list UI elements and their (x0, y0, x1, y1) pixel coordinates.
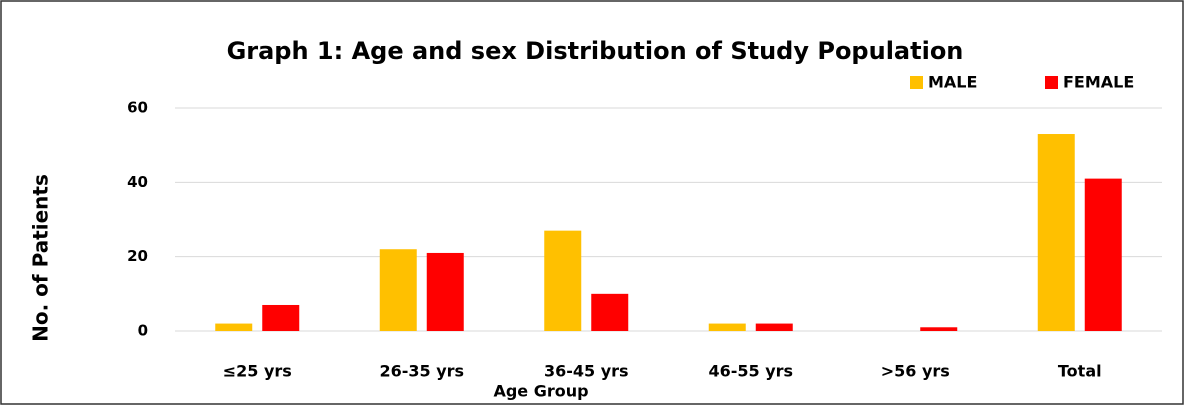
bar (1084, 178, 1122, 331)
legend-label: MALE (928, 73, 977, 92)
bar (591, 293, 629, 331)
x-tick-label: >56 yrs (881, 362, 950, 381)
y-tick-label: 20 (127, 247, 148, 265)
bar (708, 323, 746, 331)
y-tick-label: 60 (127, 99, 148, 117)
bar (544, 230, 582, 331)
y-tick-label: 0 (138, 322, 148, 340)
x-tick-label: Total (1058, 362, 1102, 381)
x-axis-label: Age Group (493, 382, 588, 401)
legend-swatch (1045, 76, 1058, 89)
bar (920, 327, 958, 331)
x-tick-label: 36-45 yrs (544, 362, 629, 381)
bar (1037, 134, 1075, 331)
bar (755, 323, 793, 331)
x-tick-label: 26-35 yrs (379, 362, 464, 381)
bar (262, 304, 300, 331)
bar (426, 252, 464, 331)
legend-label: FEMALE (1063, 73, 1134, 92)
bar (215, 323, 253, 331)
chart-title: Graph 1: Age and sex Distribution of Stu… (227, 37, 964, 65)
y-tick-label: 40 (127, 173, 148, 191)
bar (379, 249, 417, 331)
x-tick-label: ≤25 yrs (223, 362, 292, 381)
y-axis-label: No. of Patients (29, 174, 53, 342)
legend-swatch (910, 76, 923, 89)
x-tick-label: 46-55 yrs (708, 362, 793, 381)
